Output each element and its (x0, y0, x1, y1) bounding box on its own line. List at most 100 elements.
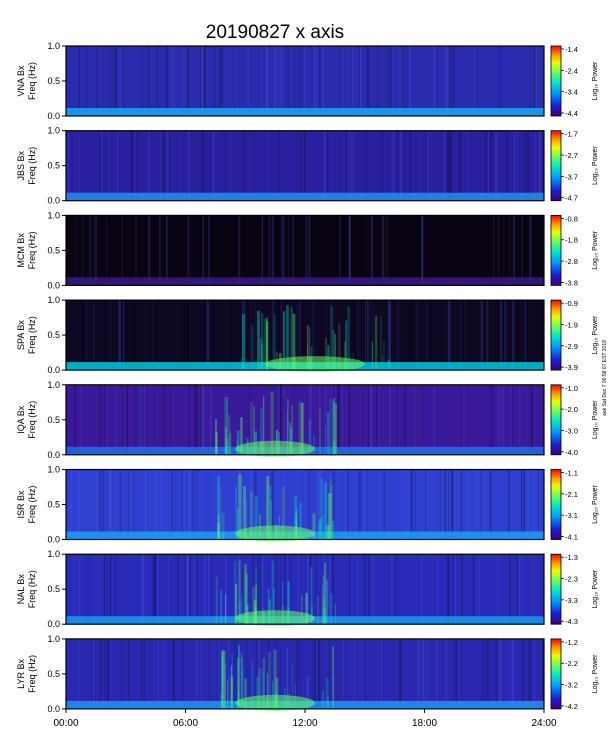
spectrogram-streak (187, 554, 190, 625)
spectrogram-streak (278, 46, 281, 116)
activity-streak (249, 402, 253, 455)
spectrogram-streak (523, 469, 525, 540)
activity-streak (344, 341, 346, 371)
spectrogram-streak (268, 130, 269, 201)
spectrogram-streak (464, 300, 466, 371)
spectrogram-streak (172, 638, 175, 709)
spectrogram-streak (226, 384, 227, 455)
activity-streak (327, 412, 330, 455)
spectrogram-streak (309, 554, 311, 625)
spectrogram-streak (433, 46, 435, 116)
spectrogram-streak (209, 638, 211, 709)
colorbar-tick-label: -1.0 (565, 384, 578, 393)
spectrogram-streak (511, 384, 514, 455)
figure-title: 20190827 x axis (206, 22, 344, 43)
spectrogram-streak (497, 554, 500, 625)
spectrogram-streak (480, 469, 482, 540)
spectrogram-streak (101, 130, 103, 201)
spectrogram-streak (470, 130, 472, 201)
spectrogram-streak (417, 638, 420, 709)
spectrogram-streak (407, 469, 409, 540)
spectrogram-streak (464, 300, 465, 371)
spectrogram-streak (298, 469, 300, 540)
colorbar-tick-label: -3.2 (565, 681, 578, 690)
spectrogram-streak (389, 300, 391, 371)
spectrogram-streak (115, 384, 117, 455)
spectrogram-streak (104, 300, 106, 371)
activity-streak (286, 305, 289, 371)
side-note: aak Sat Dec 7 00:58:07 EST 2019 (602, 340, 608, 416)
y-tick-label: 1.0 (47, 41, 60, 51)
spectrogram-streak (526, 469, 528, 540)
activity-streak (330, 306, 334, 371)
spectrogram-streak (261, 638, 263, 709)
spectrogram-streak (323, 554, 326, 625)
colorbar-tick-label: -4.0 (565, 448, 578, 457)
spectrogram-streak (516, 554, 519, 625)
spectrogram-streak (332, 554, 334, 625)
spectrogram-streak (109, 300, 111, 371)
spectrogram-streak (223, 215, 225, 286)
activity-streak (287, 581, 290, 625)
spectrogram-streak (258, 638, 261, 709)
activity-streak (217, 514, 220, 540)
spectrogram-area (66, 384, 544, 455)
spectrogram-streak (257, 554, 259, 625)
spectrogram-streak (203, 46, 206, 116)
spectrogram-streak (508, 469, 509, 540)
spectrogram-streak (376, 384, 378, 455)
spectrogram-streak (184, 554, 186, 625)
colorbar-tick-label: -3.4 (565, 88, 578, 97)
spectrogram-streak (218, 638, 220, 709)
spectrogram-streak (163, 638, 165, 709)
spectrogram-streak (421, 215, 423, 286)
spectrogram-streak (410, 384, 412, 455)
activity-streak (267, 589, 270, 625)
spectrogram-streak (206, 300, 209, 371)
spectrogram-streak (533, 384, 536, 455)
spectrogram-streak (364, 469, 366, 540)
spectrogram-streak (139, 384, 142, 455)
activity-streak (252, 586, 255, 625)
spectrogram-streak (267, 638, 269, 709)
spectrogram-streak (426, 469, 429, 540)
spectrogram-streak (347, 46, 350, 116)
spectrogram-streak (492, 215, 495, 286)
spectrogram-streak (410, 469, 413, 540)
spectrogram-streak (514, 215, 517, 286)
spectrogram-streak (425, 469, 427, 540)
activity-streak (322, 584, 324, 625)
spectrogram-streak (260, 554, 261, 625)
activity-streak (374, 315, 378, 371)
colorbar-label: Log₁₀ Power (592, 484, 599, 523)
spectrogram-streak (397, 130, 398, 201)
spectrogram-streak (298, 300, 300, 371)
spectrogram-streak (310, 384, 313, 455)
spectrogram-streak (299, 215, 301, 286)
spectrogram-streak (276, 554, 278, 625)
spectrogram-streak (142, 554, 144, 625)
spectrogram-streak (154, 554, 156, 625)
spectrogram-streak (453, 638, 456, 709)
spectrogram-streak (381, 638, 383, 709)
spectrogram-streak (463, 300, 465, 371)
activity-streak (295, 507, 298, 540)
colorbar-tick-label: -2.2 (565, 659, 578, 668)
spectrogram-streak (435, 638, 438, 709)
activity-streak (329, 484, 333, 540)
activity-hotspot (235, 694, 316, 711)
spectrogram-streak (396, 300, 399, 371)
spectrogram-streak (342, 638, 345, 709)
activity-streak (273, 314, 276, 371)
spectrogram-streak (293, 215, 295, 286)
activity-streak (235, 583, 238, 625)
spectrogram-streak (238, 469, 241, 540)
spectrogram-streak (527, 130, 529, 201)
activity-streak (245, 499, 248, 540)
activity-streak (311, 605, 313, 625)
spectrogram-streak (314, 638, 317, 709)
spectrogram-streak (503, 300, 506, 371)
spectrogram-streak (95, 638, 96, 709)
activity-streak (322, 575, 325, 625)
colorbar-tick-label: -2.1 (565, 490, 578, 499)
